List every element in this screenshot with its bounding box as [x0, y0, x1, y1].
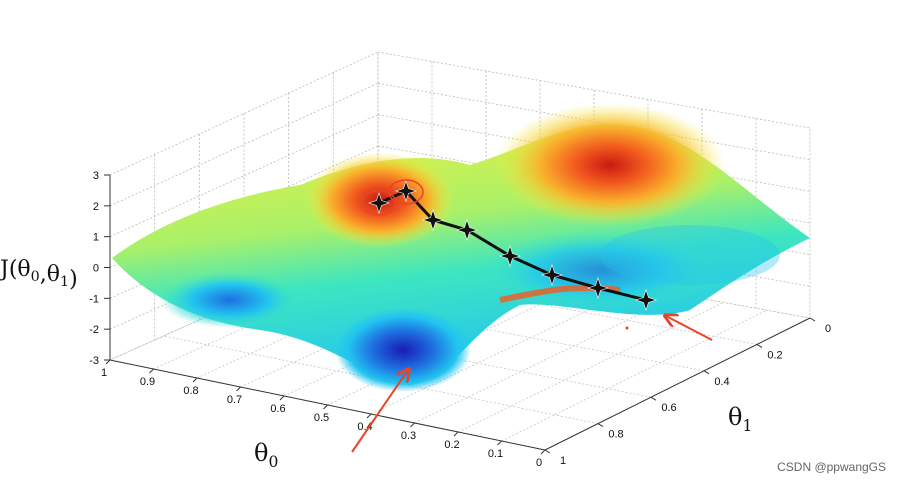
theta0-tick-mark: [540, 449, 546, 455]
z-tick-label: -1: [89, 293, 99, 305]
theta0-tick-label: 0.1: [488, 448, 503, 460]
red-dot: [625, 326, 629, 330]
theta0-tick-mark: [497, 440, 502, 446]
circle-marker-1: [361, 190, 397, 216]
theta0-tick-mark: [410, 422, 415, 428]
descent-step-marker: [541, 264, 563, 286]
theta1-tick-label: 0.8: [608, 429, 623, 441]
z-tick-label: -3: [89, 355, 99, 367]
theta0-tick-label: 1: [101, 367, 107, 379]
theta1-tick-label: 0.2: [767, 349, 782, 361]
descent-step-marker: [456, 219, 478, 241]
descent-step-marker: [422, 209, 444, 231]
theta1-tick-mark: [756, 343, 763, 348]
theta0-tick-mark: [192, 377, 198, 383]
descent-step-marker: [635, 289, 657, 311]
theta0-tick-mark: [366, 413, 372, 419]
z-tick-label: 0: [93, 263, 99, 275]
theta0-tick-mark: [105, 359, 111, 365]
theta1-tick-mark: [809, 317, 816, 322]
theta0-tick-label: 0.7: [227, 394, 242, 406]
theta1-tick-label: 0.6: [661, 402, 676, 414]
theta0-axis-title: θ0: [254, 439, 278, 471]
cost-surface: [112, 103, 810, 392]
circled-points: [361, 179, 424, 216]
theta1-tick-label: 0.4: [714, 376, 729, 388]
descent-step-marker: [499, 245, 521, 267]
theta0-tick-label: 0.9: [140, 376, 155, 388]
theta0-axis: 1 0.9 0.8 0.7 0.6 0.5 0.4 0.3 0.2 0.1 0: [101, 359, 546, 469]
z-axis-title: J(θ0,θ1): [0, 257, 78, 292]
theta1-tick-mark: [650, 396, 657, 401]
watermark: CSDN @ppwangGS: [777, 460, 886, 474]
z-tick-label: 2: [93, 201, 99, 213]
theta1-tick-mark: [597, 423, 604, 428]
theta0-tick-label: 0.6: [270, 403, 285, 415]
descent-step-marker: [587, 277, 609, 299]
circle-marker-2: [388, 179, 424, 205]
theta0-tick-label: 0.2: [444, 439, 459, 451]
z-axis: 3 2 1 0 -1 -2 -3: [89, 170, 111, 367]
theta0-tick-mark: [323, 404, 328, 410]
arrow-minimum-right: [666, 316, 713, 341]
arrow-minimum-left: [351, 370, 408, 453]
theta1-tick-label: 1: [560, 455, 566, 467]
z-tick-label: 3: [93, 170, 99, 182]
theta1-axis: 0 0.2 0.4 0.6 0.8 1: [544, 317, 831, 467]
theta0-tick-label: 0.3: [401, 430, 416, 442]
gradient-descent-path: [368, 180, 657, 311]
theta0-tick-label: 0: [536, 457, 542, 469]
theta0-tick-mark: [149, 368, 154, 374]
descent-path-line: [378, 189, 647, 302]
theta1-tick-mark: [544, 449, 551, 454]
theta0-tick-label: 0.8: [183, 385, 198, 397]
theta0-tick-mark: [236, 386, 241, 392]
theta1-axis-title: θ1: [728, 403, 752, 435]
theta1-tick-label: 0: [825, 323, 831, 335]
descent-step-marker: [368, 192, 390, 214]
theta0-tick-mark: [279, 395, 285, 401]
theta0-tick-label: 0.5: [314, 412, 329, 424]
theta0-tick-mark: [453, 431, 459, 437]
z-tick-label: 1: [93, 232, 99, 244]
theta0-tick-label: 0.4: [357, 421, 372, 433]
annotation-arrows: [351, 316, 713, 453]
theta1-tick-mark: [703, 370, 710, 375]
descent-step-marker: [395, 180, 417, 202]
z-tick-label: -2: [89, 324, 99, 336]
